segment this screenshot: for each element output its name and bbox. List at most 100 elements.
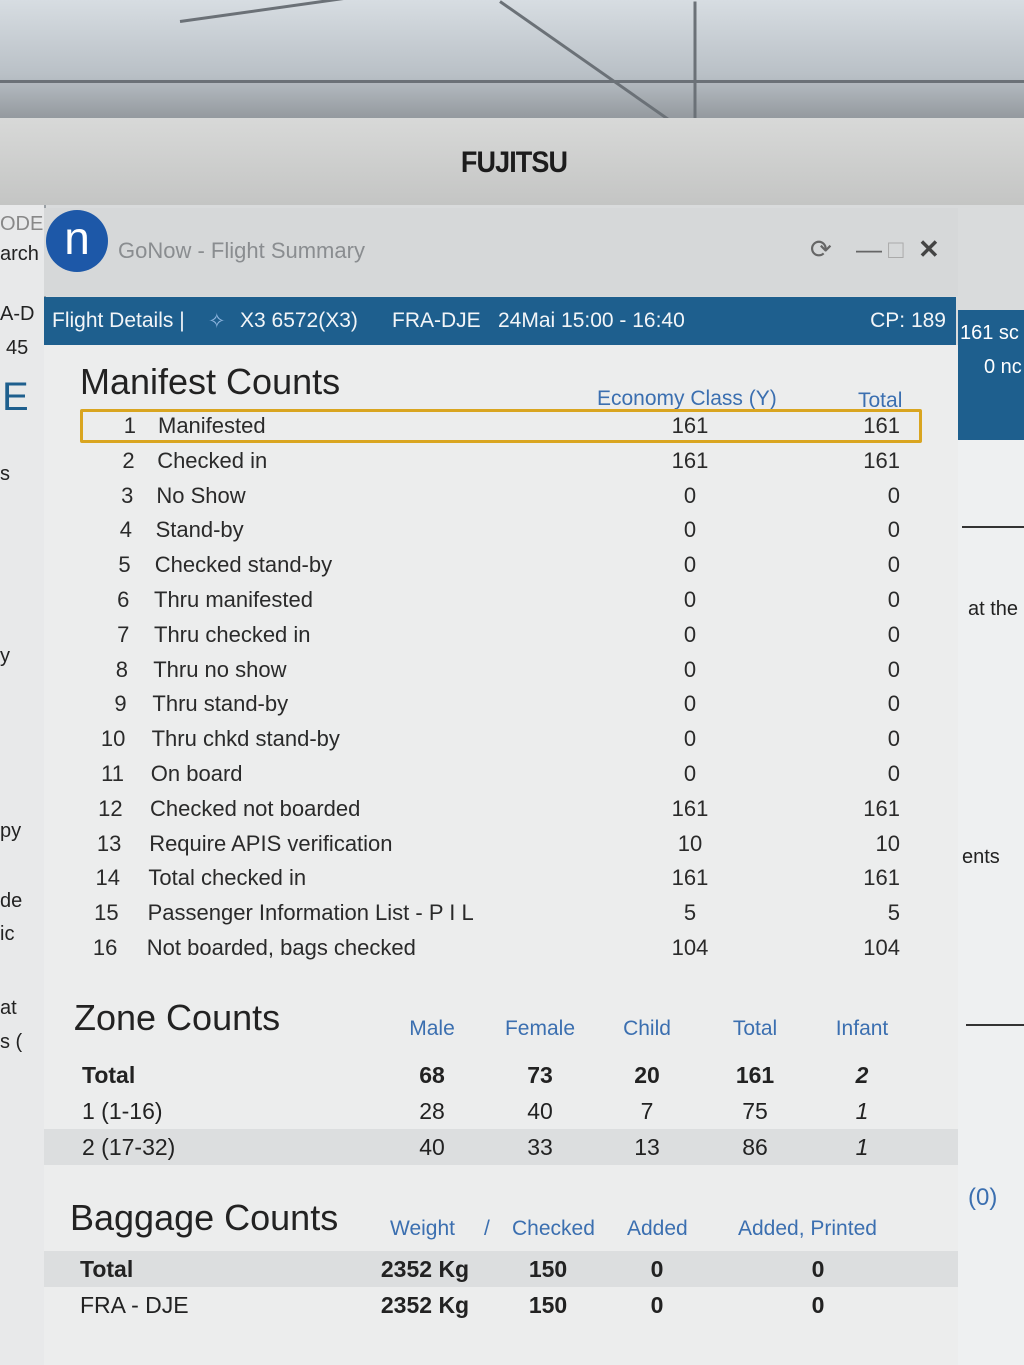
row-label: Thru no show (153, 656, 287, 682)
baggage-row[interactable]: Total 2352 Kg 150 0 0 (44, 1251, 958, 1287)
total-value: 0 (887, 517, 900, 543)
col-added: Added (627, 1217, 688, 1240)
background-ceiling (0, 0, 1024, 175)
zone-title: Zone Counts (74, 997, 281, 1038)
row-number: 2 (122, 447, 135, 473)
baggage-printed: 0 (811, 1256, 825, 1282)
table-row[interactable]: 13 Require APIS verification 10 10 (44, 827, 958, 861)
total-value: 161 (863, 413, 900, 438)
row-label: Total checked in (148, 865, 307, 891)
zone-row[interactable]: 1 (1-16) 28 40 7 75 1 (44, 1093, 958, 1129)
table-row[interactable]: 5 Checked stand-by 0 0 (44, 548, 958, 582)
baggage-added: 0 (650, 1292, 664, 1318)
row-number: 3 (121, 482, 134, 508)
zone-col-child: Child (623, 1017, 671, 1040)
maximize-button[interactable]: □ (888, 234, 904, 264)
route: FRA-DJE (392, 309, 481, 332)
close-button[interactable]: ✕ (918, 234, 940, 264)
economy-value: 104 (671, 935, 709, 960)
table-row[interactable]: 3 No Show 0 0 (44, 479, 958, 513)
total-value: 0 (887, 761, 900, 786)
baggage-weight: 2352 Kg (380, 1256, 470, 1282)
zone-col-male: Male (409, 1017, 455, 1040)
table-row[interactable]: 1 Manifested 161 161 (44, 409, 958, 443)
row-number: 9 (114, 691, 127, 717)
total-value: 0 (887, 621, 900, 647)
zone-value: 28 (419, 1098, 445, 1124)
total-value: 161 (863, 865, 900, 891)
table-row[interactable]: 14 Total checked in 161 161 (44, 861, 958, 895)
col-separator: / (484, 1217, 490, 1240)
total-value: 10 (875, 830, 900, 856)
zone-col-infant: Infant (835, 1017, 889, 1040)
zone-value: 75 (742, 1098, 768, 1124)
col-economy: Economy Class (Y) (597, 387, 777, 410)
row-label: No Show (156, 482, 246, 508)
baggage-label: FRA - DJE (80, 1292, 189, 1318)
baggage-title: Baggage Counts (70, 1197, 339, 1238)
total-value: 104 (863, 935, 900, 960)
economy-value: 5 (683, 900, 697, 926)
row-label: Manifested (158, 413, 266, 438)
row-number: 15 (94, 900, 119, 926)
fragment: (0) (968, 1184, 998, 1211)
table-row[interactable]: 12 Checked not boarded 161 161 (44, 792, 958, 826)
economy-value: 0 (683, 621, 697, 647)
zone-value: 161 (735, 1062, 775, 1088)
zone-label: 2 (17-32) (82, 1134, 176, 1160)
zone-value: 73 (527, 1062, 553, 1088)
zone-value: 1 (855, 1134, 869, 1160)
economy-value: 0 (683, 552, 697, 578)
table-row[interactable]: 16 Not boarded, bags checked 104 104 (44, 931, 958, 965)
row-label: On board (150, 761, 243, 786)
row-label: Thru stand-by (152, 691, 289, 717)
table-row[interactable]: 6 Thru manifested 0 0 (44, 583, 958, 617)
baggage-row[interactable]: FRA - DJE 2352 Kg 150 0 0 (44, 1287, 958, 1323)
zone-row[interactable]: 2 (17-32) 40 33 13 86 1 (44, 1129, 958, 1165)
zone-value: 33 (527, 1134, 553, 1160)
row-number: 7 (117, 621, 130, 647)
economy-value: 0 (683, 726, 697, 752)
col-checked: Checked (512, 1217, 595, 1240)
row-label: Not boarded, bags checked (146, 935, 416, 960)
zone-value: 40 (527, 1098, 553, 1124)
zone-row[interactable]: Total 68 73 20 161 2 (44, 1057, 958, 1093)
table-row[interactable]: 4 Stand-by 0 0 (44, 513, 958, 547)
zone-col-total: Total (732, 1017, 778, 1040)
table-row[interactable]: 11 On board 0 0 (44, 757, 958, 791)
row-number: 12 (98, 795, 123, 821)
selected-row-highlight (80, 409, 922, 443)
table-row[interactable]: 15 Passenger Information List - P I L 5 5 (44, 896, 958, 930)
fragment: arch (0, 243, 39, 265)
table-row[interactable]: 8 Thru no show 0 0 (44, 653, 958, 687)
table-row[interactable]: 2 Checked in 161 161 (44, 444, 958, 478)
airline-logo-icon: ✧ (208, 310, 226, 333)
row-number: 14 (95, 865, 120, 891)
row-number: 16 (92, 935, 118, 960)
total-value: 0 (887, 656, 900, 682)
fragment: ODE (0, 213, 44, 235)
fragment: ic (0, 923, 15, 945)
economy-value: 0 (683, 517, 697, 543)
minimize-button[interactable]: — (856, 234, 882, 264)
fragment: at the (968, 598, 1019, 620)
row-label: Checked stand-by (154, 552, 333, 578)
app-logo-icon: n (46, 210, 108, 272)
fragment: s ( (0, 1031, 23, 1053)
table-row[interactable]: 7 Thru checked in 0 0 (44, 618, 958, 652)
table-row[interactable]: 9 Thru stand-by 0 0 (44, 687, 958, 721)
fragment: y (0, 645, 10, 667)
refresh-icon[interactable]: ⟳ (810, 234, 832, 264)
economy-value: 0 (683, 482, 697, 508)
zone-value: 68 (419, 1062, 445, 1088)
economy-value: 161 (671, 795, 709, 821)
row-label: Checked not boarded (150, 795, 361, 821)
section-label: Flight Details | (52, 309, 185, 332)
row-number: 10 (100, 726, 126, 752)
row-label: Thru checked in (154, 621, 311, 647)
window-title: GoNow - Flight Summary (118, 238, 365, 263)
manifest-title: Manifest Counts (80, 361, 341, 402)
table-row[interactable]: 10 Thru chkd stand-by 0 0 (44, 722, 958, 756)
fragment: de (0, 890, 23, 912)
fragment: E (2, 375, 29, 419)
